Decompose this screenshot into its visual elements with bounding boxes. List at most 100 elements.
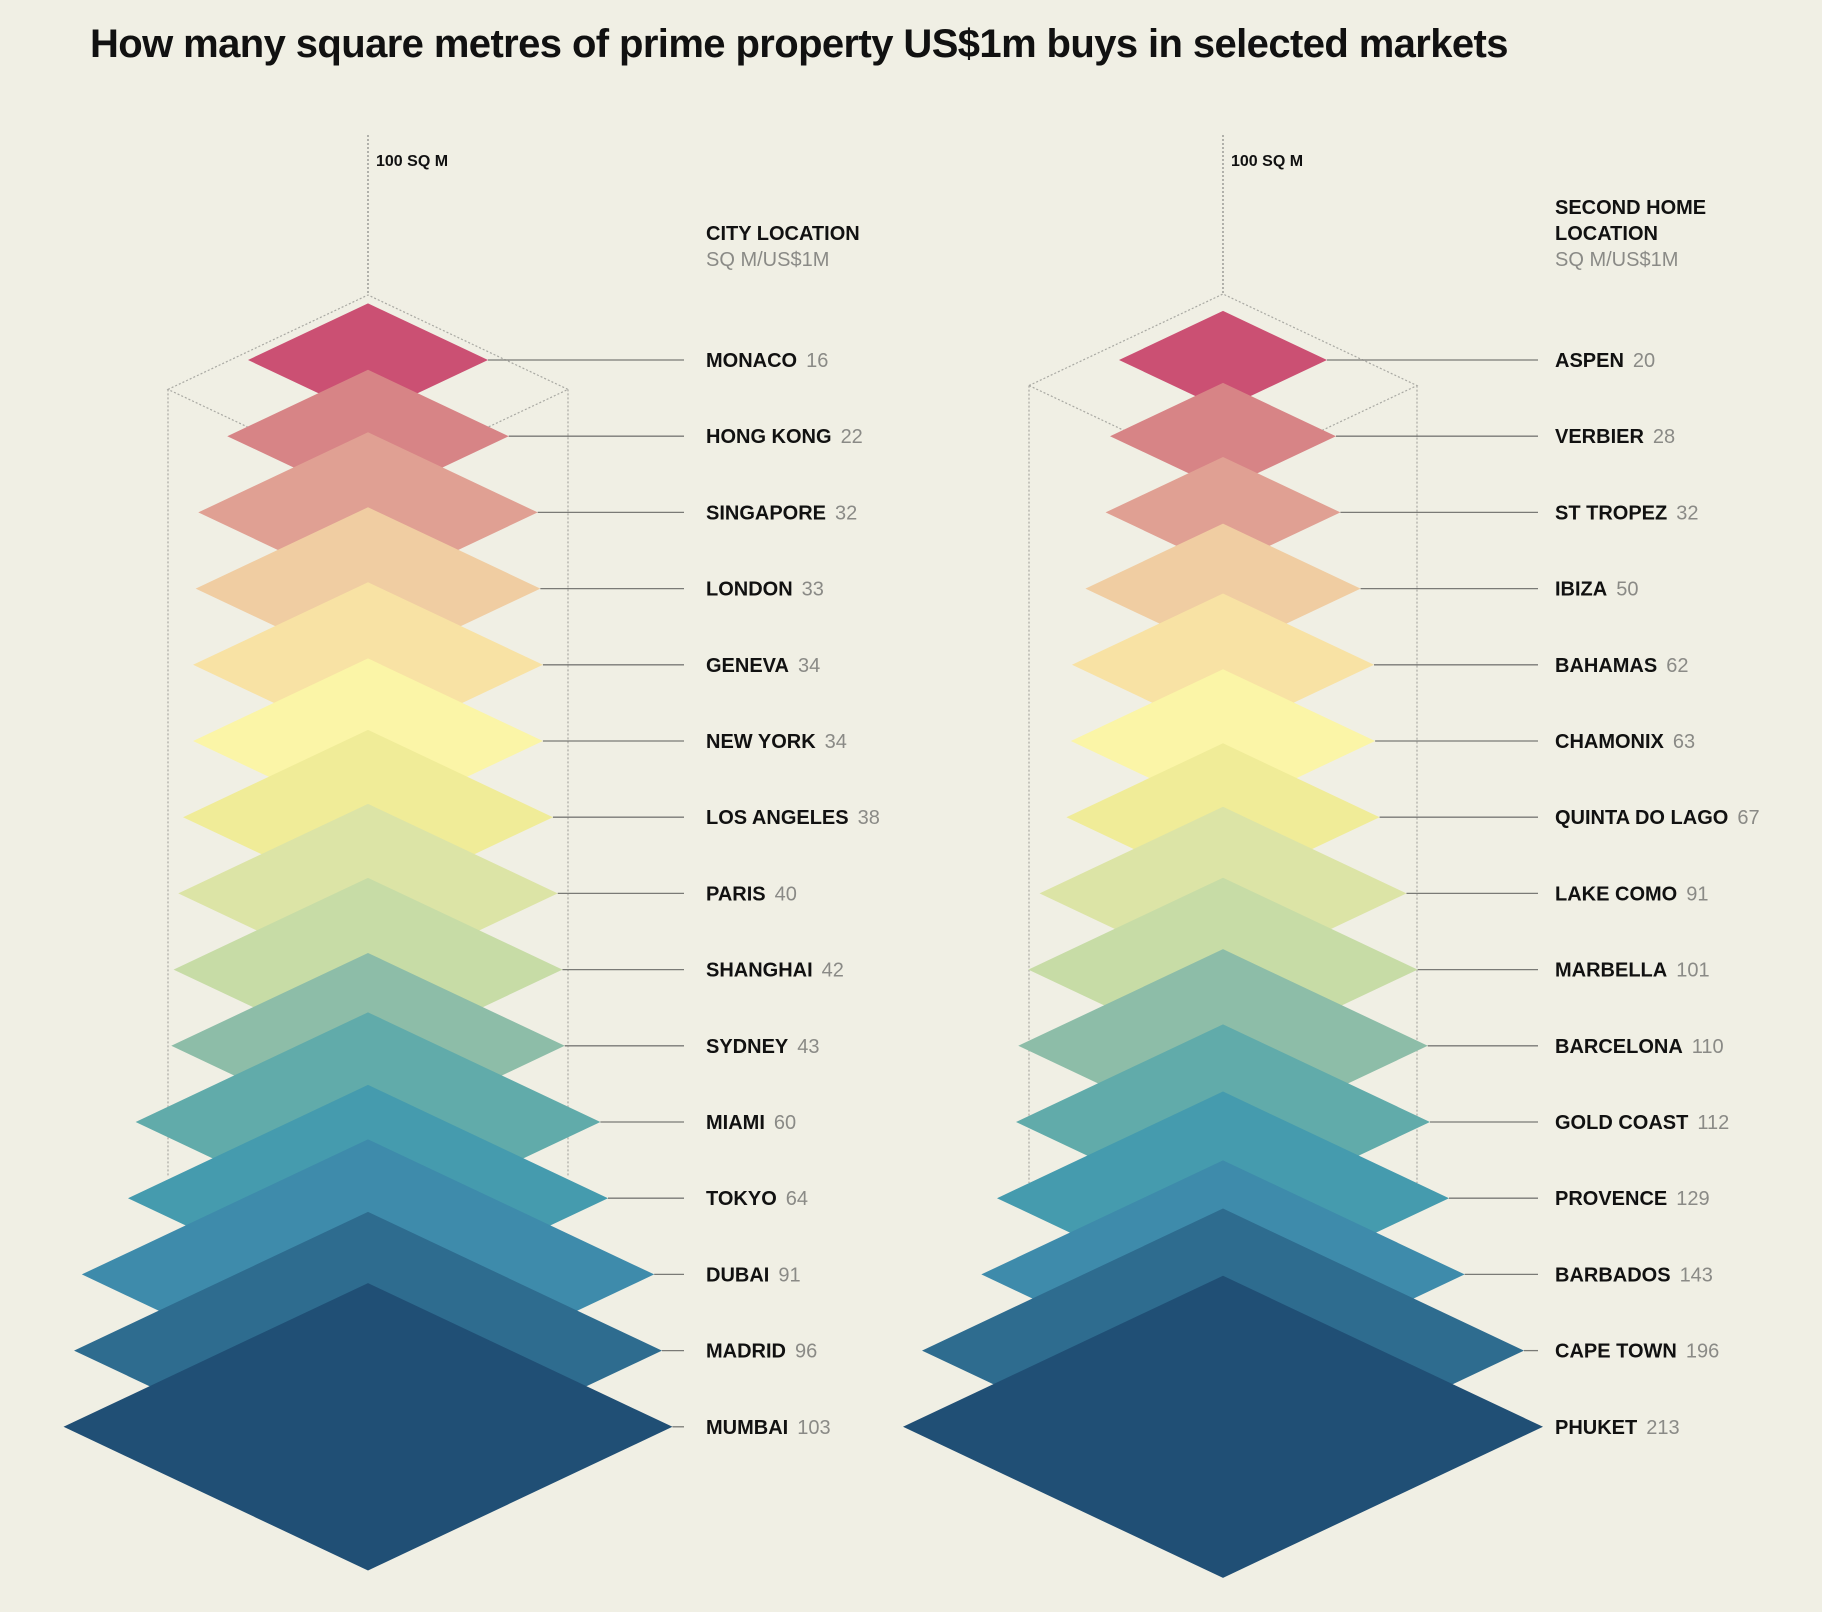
location-name: ST TROPEZ [1555, 502, 1667, 524]
data-label: BARCELONA 110 [1555, 1036, 1724, 1058]
data-label: DUBAI 91 [706, 1264, 801, 1286]
location-value: 42 [822, 960, 844, 982]
data-label: ST TROPEZ 32 [1555, 502, 1698, 524]
location-value: 196 [1686, 1341, 1719, 1363]
location-value: 34 [825, 731, 847, 753]
chart-title: How many square metres of prime property… [90, 22, 1509, 66]
location-value: 64 [786, 1188, 808, 1210]
location-value: 110 [1692, 1036, 1724, 1058]
data-label: NEW YORK 34 [706, 731, 847, 753]
location-name: CAPE TOWN [1555, 1341, 1677, 1363]
location-name: DUBAI [706, 1264, 769, 1286]
data-label: SHANGHAI 42 [706, 960, 844, 982]
panel-header: LOCATION [1555, 223, 1658, 245]
reference-label: 100 SQ M [1231, 153, 1303, 170]
location-value: 22 [841, 426, 863, 448]
location-value: 62 [1666, 655, 1688, 677]
location-value: 213 [1646, 1417, 1679, 1439]
layer-city-monaco [248, 303, 488, 417]
data-label: MUMBAI 103 [706, 1417, 831, 1439]
layer-city-mumbai [63, 1283, 673, 1571]
layer-second-home-chamonix [1070, 669, 1376, 813]
data-label: LOS ANGELES 38 [706, 807, 880, 829]
location-name: LONDON [706, 579, 793, 601]
data-label: PHUKET 213 [1555, 1417, 1680, 1439]
location-name: GENEVA [706, 655, 789, 677]
second-home-panel: 100 SQ M SECOND HOME LOCATION SQ M/US$1M ASP… [903, 135, 1760, 1578]
location-value: 112 [1697, 1112, 1729, 1134]
layer-second-home-st-tropez [1105, 456, 1341, 568]
data-label: GENEVA 34 [706, 655, 820, 677]
unit-label: SQ M/US$1M [1555, 249, 1678, 271]
location-name: NEW YORK [706, 731, 816, 753]
data-label: PARIS 40 [706, 883, 797, 905]
layer-second-home-aspen [1119, 310, 1327, 410]
location-name: BARBADOS [1555, 1264, 1671, 1286]
layer-second-home-bahamas [1071, 593, 1375, 737]
location-name: LOS ANGELES [706, 807, 849, 829]
location-value: 96 [795, 1341, 817, 1363]
location-value: 38 [858, 807, 880, 829]
location-name: GOLD COAST [1555, 1112, 1688, 1134]
location-value: 101 [1676, 960, 1709, 982]
layer-second-home-verbier [1110, 382, 1336, 490]
data-label: BAHAMAS 62 [1555, 655, 1688, 677]
location-name: IBIZA [1555, 579, 1607, 601]
data-label: CAPE TOWN 196 [1555, 1341, 1719, 1363]
location-name: MONACO [706, 350, 797, 372]
location-value: 34 [798, 655, 820, 677]
panel-header: CITY LOCATION [706, 223, 860, 245]
location-name: SYDNEY [706, 1036, 789, 1058]
location-value: 28 [1653, 426, 1675, 448]
location-name: MADRID [706, 1341, 786, 1363]
panel-header: SECOND HOME [1555, 197, 1706, 219]
data-label: MADRID 96 [706, 1341, 817, 1363]
data-label: BARBADOS 143 [1555, 1264, 1713, 1286]
data-label: GOLD COAST 112 [1555, 1112, 1729, 1134]
data-label: QUINTA DO LAGO 67 [1555, 807, 1760, 829]
data-label: TOKYO 64 [706, 1188, 808, 1210]
data-label: ASPEN 20 [1555, 350, 1655, 372]
unit-label: SQ M/US$1M [706, 249, 829, 271]
layer-second-home-phuket [903, 1275, 1543, 1578]
location-value: 103 [797, 1417, 830, 1439]
location-value: 50 [1616, 579, 1638, 601]
location-name: BAHAMAS [1555, 655, 1657, 677]
location-name: VERBIER [1555, 426, 1644, 448]
location-value: 91 [778, 1264, 800, 1286]
location-value: 33 [802, 579, 824, 601]
data-label: LONDON 33 [706, 579, 824, 601]
location-name: MARBELLA [1555, 960, 1667, 982]
location-value: 43 [797, 1036, 819, 1058]
location-value: 67 [1737, 807, 1759, 829]
city-location-panel: 100 SQ M CITY LOCATION SQ M/US$1M MONACO 16 H… [63, 135, 880, 1571]
location-name: LAKE COMO [1555, 883, 1677, 905]
location-name: ASPEN [1555, 350, 1624, 372]
location-name: MIAMI [706, 1112, 765, 1134]
location-value: 20 [1633, 350, 1655, 372]
location-value: 32 [1676, 502, 1698, 524]
location-name: TOKYO [706, 1188, 777, 1210]
location-value: 143 [1680, 1264, 1713, 1286]
data-label: MONACO 16 [706, 350, 828, 372]
location-name: SINGAPORE [706, 502, 826, 524]
reference-label: 100 SQ M [376, 153, 448, 170]
location-name: QUINTA DO LAGO [1555, 807, 1728, 829]
data-label: CHAMONIX 63 [1555, 731, 1695, 753]
location-value: 16 [806, 350, 828, 372]
data-label: IBIZA 50 [1555, 579, 1638, 601]
data-label: VERBIER 28 [1555, 426, 1675, 448]
data-label: PROVENCE 129 [1555, 1188, 1710, 1210]
location-value: 63 [1673, 731, 1695, 753]
location-name: CHAMONIX [1555, 731, 1665, 753]
location-name: PHUKET [1555, 1417, 1637, 1439]
location-value: 129 [1676, 1188, 1709, 1210]
location-name: PROVENCE [1555, 1188, 1667, 1210]
location-value: 60 [774, 1112, 796, 1134]
data-label: MARBELLA 101 [1555, 960, 1710, 982]
location-value: 32 [835, 502, 857, 524]
layer-second-home-ibiza [1085, 523, 1361, 654]
data-label: LAKE COMO 91 [1555, 883, 1708, 905]
data-label: MIAMI 60 [706, 1112, 796, 1134]
